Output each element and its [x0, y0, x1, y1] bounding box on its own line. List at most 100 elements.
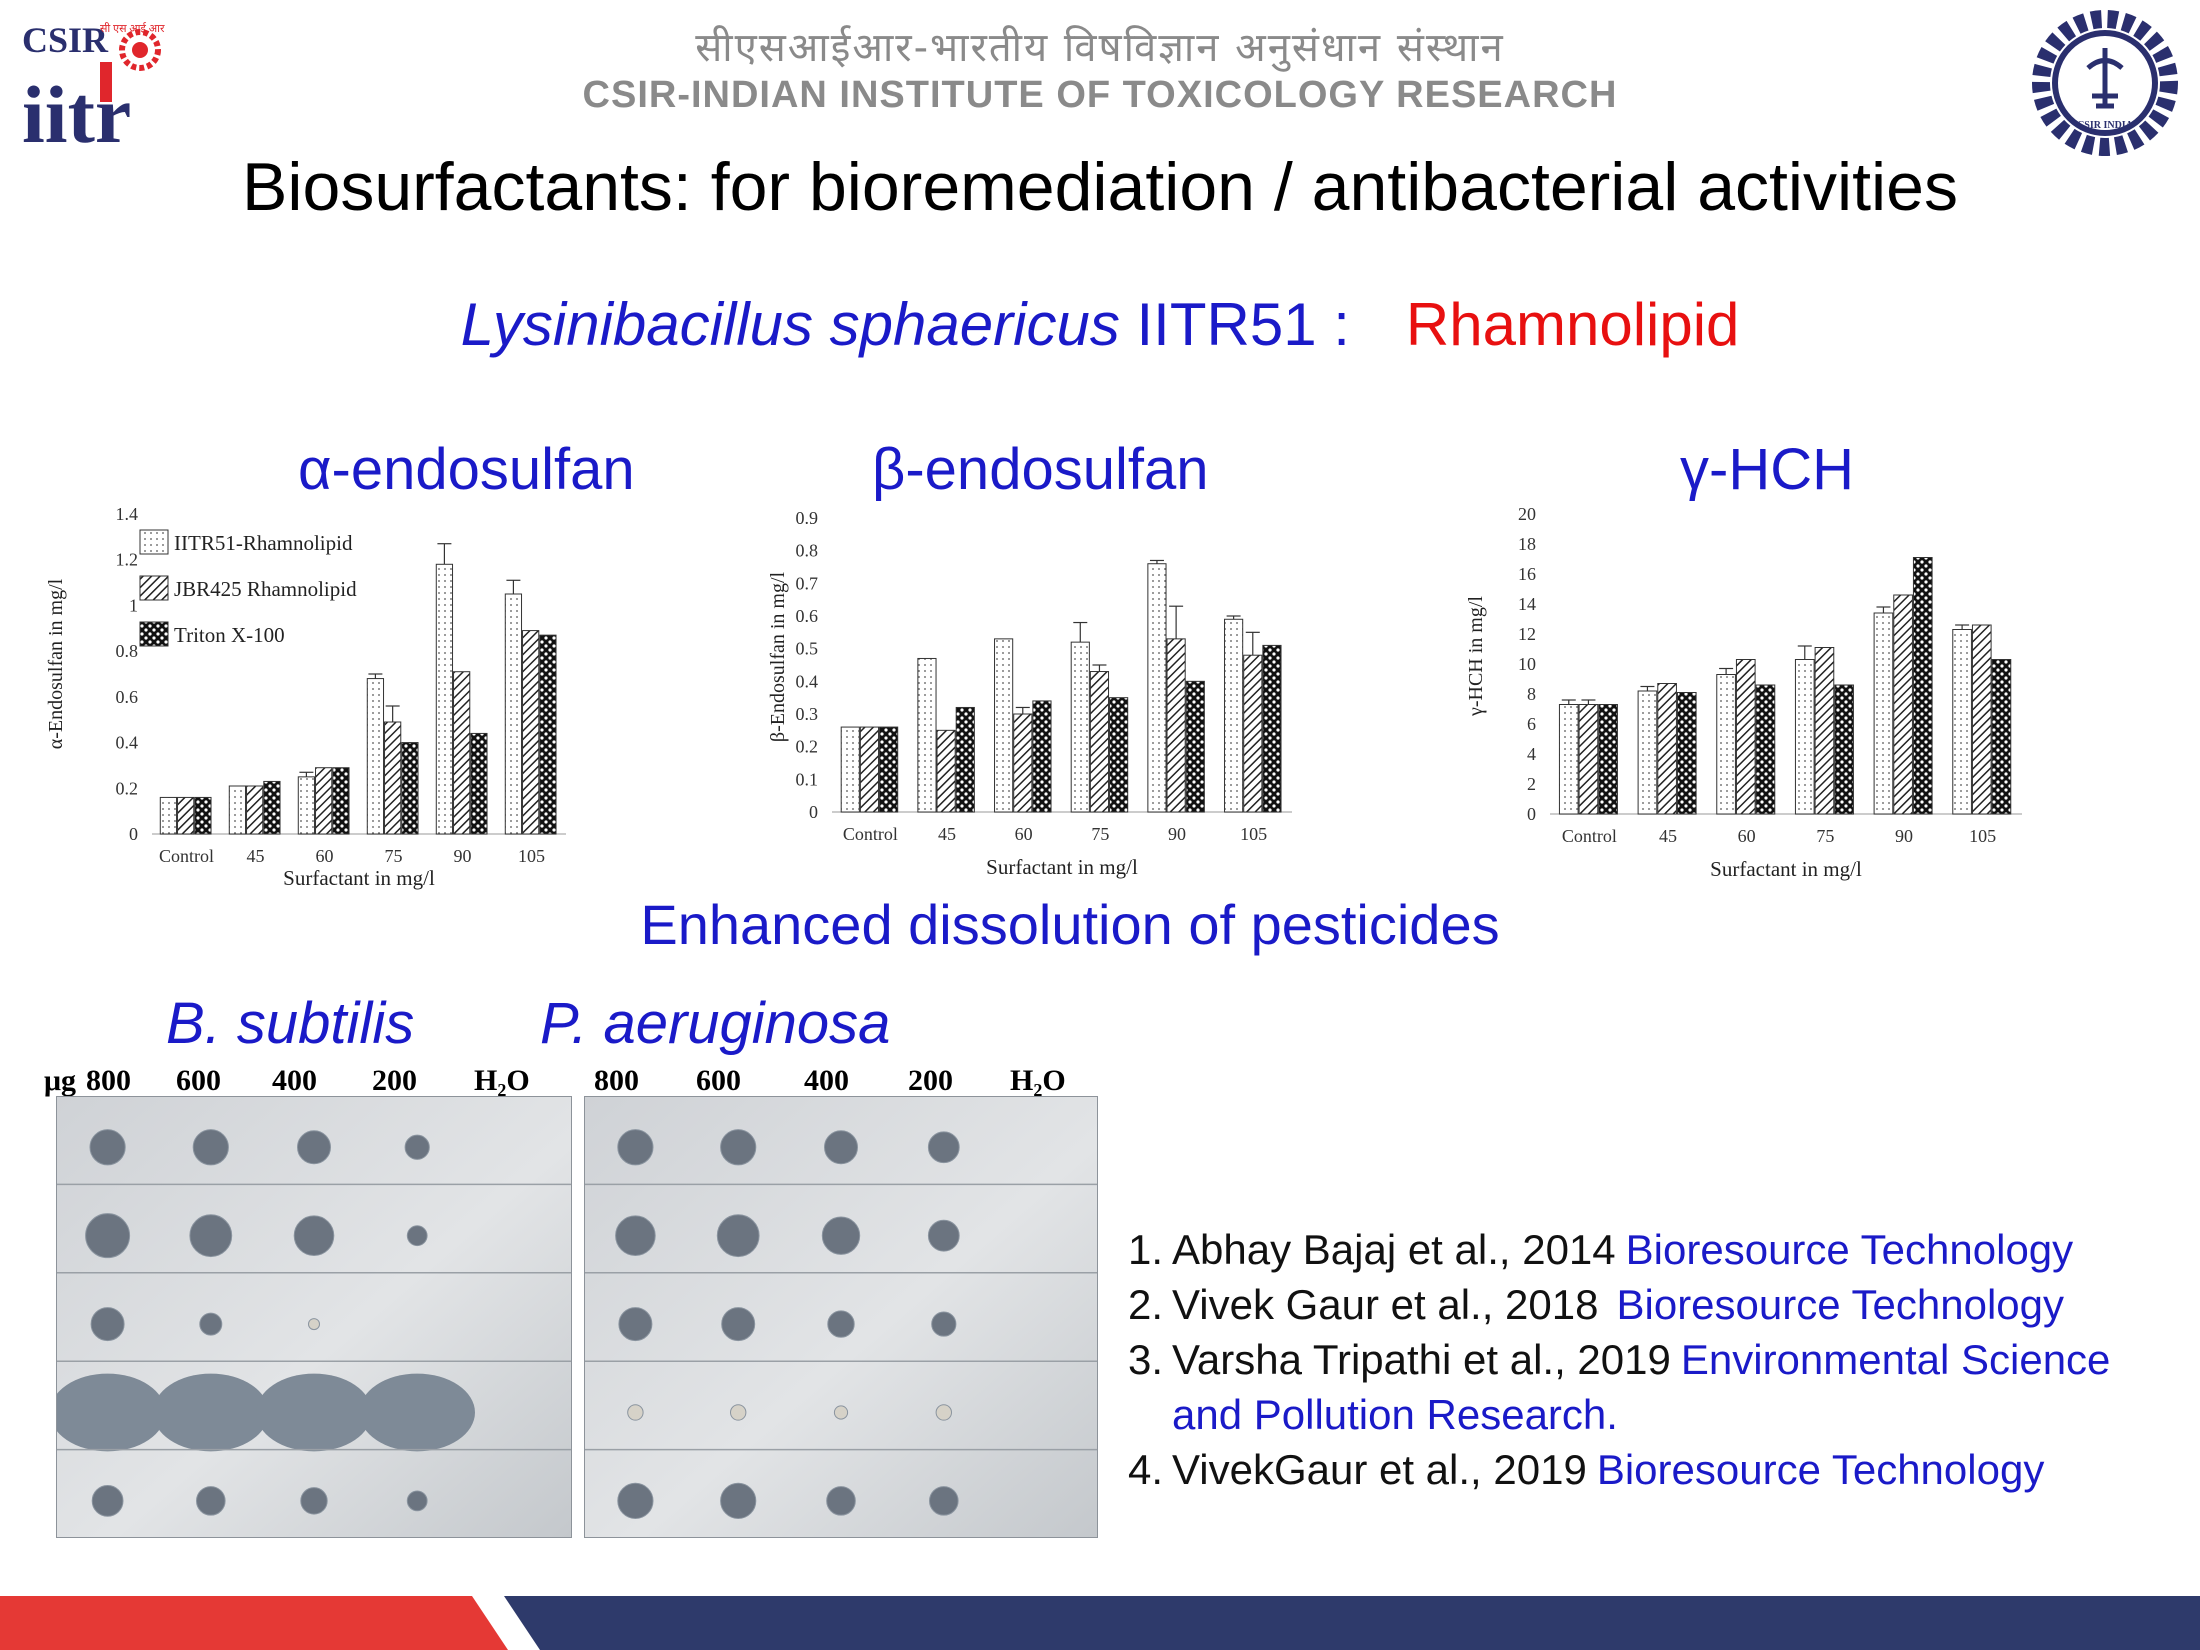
bar	[1657, 683, 1677, 815]
institute-name-english: CSIR-INDIAN INSTITUTE OF TOXICOLOGY RESE…	[582, 74, 1618, 116]
dose-label: 400	[272, 1064, 317, 1097]
inhibition-zone	[300, 1487, 328, 1515]
y-tick-label: 0.6	[796, 606, 819, 626]
x-tick-label: 75	[1091, 824, 1109, 844]
chart-heading-gamma: γ-HCH	[1680, 437, 1854, 502]
bar	[1716, 674, 1736, 815]
x-tick-label: 105	[518, 846, 545, 866]
y-tick-label: 10	[1518, 654, 1536, 674]
bar	[1147, 563, 1167, 813]
y-tick-label: 1.4	[116, 504, 139, 524]
inhibition-zone	[56, 1373, 166, 1452]
dose-label: 200	[908, 1064, 953, 1097]
dose-label: 800	[594, 1064, 639, 1097]
reference-item-continued: and Pollution Research.	[1128, 1387, 2110, 1442]
bar	[879, 726, 899, 813]
y-tick-label: 0.3	[796, 704, 819, 724]
dose-label: H₂O	[474, 1064, 530, 1097]
bar	[1735, 659, 1756, 815]
y-tick-label: 20	[1518, 504, 1536, 524]
y-tick-label: 8	[1527, 684, 1536, 704]
y-tick-label: 0.4	[796, 671, 819, 691]
footer-red-stripe	[0, 1596, 508, 1650]
reference-text: Vivek Gaur et al., 2018	[1172, 1281, 1599, 1328]
x-tick-label: 90	[1895, 826, 1913, 846]
y-tick-label: 6	[1527, 714, 1536, 734]
y-tick-label: 2	[1527, 774, 1536, 794]
bar	[1262, 644, 1282, 813]
gear-icon	[119, 29, 161, 71]
bar	[1243, 654, 1263, 813]
slide-subtitle: Lysinibacillus sphaericus IITR51 : Rhamno…	[0, 290, 2200, 359]
reference-number: 4.	[1128, 1446, 1164, 1493]
y-tick-label: 18	[1518, 534, 1536, 554]
reference-item: 4. VivekGaur et al., 2019 Bioresource Te…	[1128, 1442, 2110, 1497]
inhibition-zone	[927, 1131, 960, 1164]
bar	[194, 796, 212, 835]
inhibition-zone	[627, 1404, 644, 1421]
dose-label: 600	[176, 1064, 221, 1097]
bar	[1991, 659, 2012, 815]
bar	[539, 634, 557, 835]
cog-icon	[2032, 10, 2178, 156]
bar	[228, 785, 247, 835]
inhibition-zone	[199, 1312, 223, 1336]
inhibition-zone	[720, 1129, 757, 1166]
iitr-logo-text: iitr	[22, 69, 131, 150]
agar-background	[56, 1096, 572, 1538]
inhibition-zone	[85, 1213, 131, 1259]
x-tick-label: 75	[1816, 826, 1834, 846]
inhibition-zone	[293, 1215, 335, 1256]
x-tick-label: 45	[1659, 826, 1677, 846]
dose-label: 400	[804, 1064, 849, 1097]
slide-title: Biosurfactants: for bioremediation / ant…	[242, 149, 1958, 225]
reference-text: VivekGaur et al., 2019	[1172, 1446, 1587, 1493]
bar	[453, 671, 471, 835]
inhibition-zone	[824, 1130, 858, 1165]
reference-journal-continued: and Pollution Research.	[1172, 1391, 1618, 1438]
reference-journal: Bioresource Technology	[1616, 1281, 2064, 1328]
bar	[177, 796, 195, 835]
legend-swatch	[139, 575, 169, 601]
x-tick-label: 105	[1969, 826, 1996, 846]
bar	[435, 563, 454, 835]
reference-list: 1. Abhay Bajaj et al., 2014 Bioresource T…	[1128, 1222, 2110, 1497]
legend-label: Triton X-100	[174, 623, 285, 647]
inhibition-zone	[730, 1404, 747, 1421]
bar	[246, 785, 264, 835]
x-tick-label: 75	[385, 846, 403, 866]
x-tick-label: Control	[843, 824, 898, 844]
chart-heading-alpha: α-endosulfan	[298, 437, 635, 502]
y-tick-label: 0.6	[116, 687, 139, 707]
chart-gamma-hch: 0 2 4 6 8 10 12 14 16 18 20 γ-HCH in mg/l Control 45 6…	[1465, 504, 2022, 881]
organism-b-subtilis: B. subtilis	[166, 991, 415, 1056]
plate-image-b-subtilis	[56, 1096, 572, 1538]
dose-label: 200	[372, 1064, 417, 1097]
emblem-symbol-icon	[2086, 48, 2124, 109]
bar	[1070, 641, 1090, 813]
reference-journal: Environmental Science	[1680, 1336, 2111, 1383]
bar	[470, 732, 488, 835]
inhibition-zone	[91, 1484, 124, 1517]
y-tick-label: 0	[809, 802, 818, 822]
dose-unit-label: μg	[44, 1064, 77, 1097]
csir-iitr-logo: CSIR सी एस आई आर iitr	[22, 10, 172, 160]
y-tick-label: 0.5	[796, 639, 819, 659]
inhibition-zone	[721, 1307, 756, 1342]
inhibition-zone	[821, 1216, 861, 1255]
y-tick-label: 1.2	[116, 550, 139, 570]
bar	[936, 729, 956, 813]
legend-label: IITR51-Rhamnolipid	[174, 531, 353, 555]
bar	[917, 657, 937, 813]
bar	[263, 780, 281, 835]
y-tick-label: 0.8	[116, 641, 139, 661]
inhibition-zone	[716, 1214, 760, 1258]
inhibition-zone	[617, 1129, 654, 1166]
x-tick-label: 90	[454, 846, 472, 866]
inhibition-zone	[935, 1404, 952, 1421]
gear-hub	[132, 42, 148, 58]
y-tick-label: 0.9	[796, 508, 819, 528]
bar	[1971, 624, 1992, 815]
reference-item: 2. Vivek Gaur et al., 2018 Bioresource Te…	[1128, 1277, 2110, 1332]
inhibition-zone	[189, 1214, 233, 1258]
